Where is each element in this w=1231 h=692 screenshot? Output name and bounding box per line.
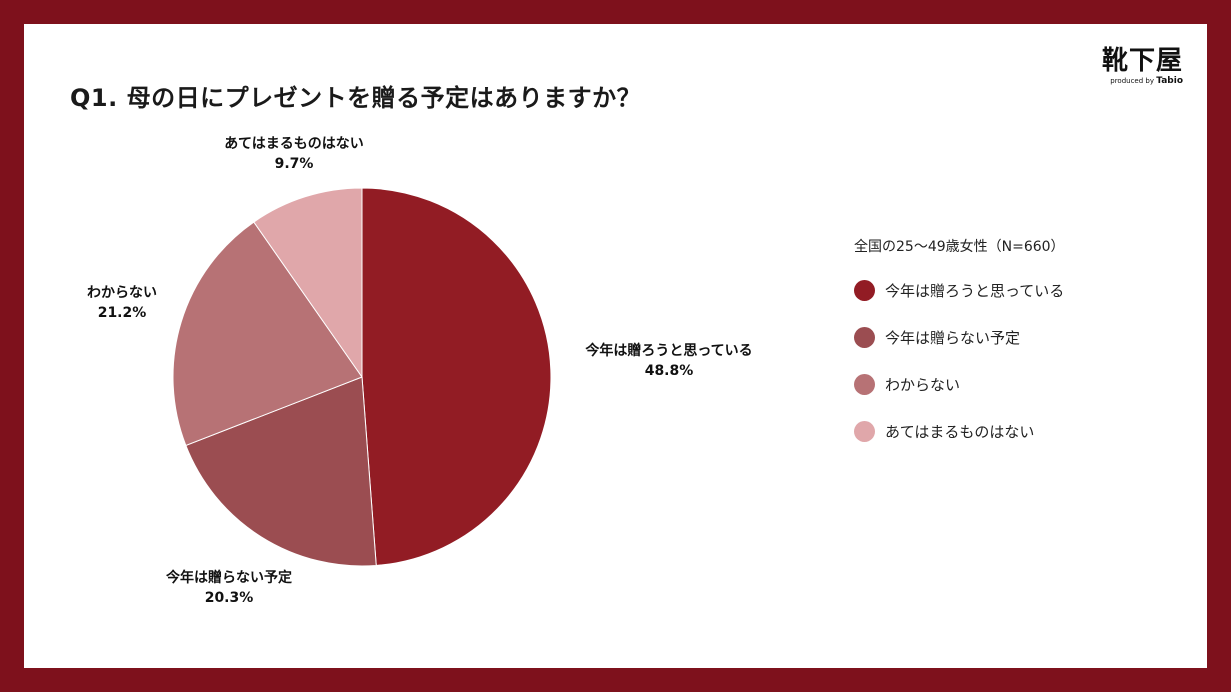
logo-wordmark: 靴下屋 — [1101, 46, 1183, 76]
slice-label-value: 20.3% — [204, 590, 254, 607]
pie-slice — [172, 221, 363, 447]
legend-swatch-icon — [854, 326, 875, 348]
logo-tagline-prefix: produced by — [1110, 77, 1154, 85]
legend-swatch-icon — [854, 373, 875, 395]
slice-label: わからない 21.2% — [87, 283, 157, 324]
slice-label-name: 今年は贈らない予定 — [166, 570, 292, 586]
pie-slice — [361, 187, 552, 566]
legend-item: 今年は贈ろうと思っている — [854, 278, 1065, 302]
chart-title: Q1. 母の日にプレゼントを贈る予定はありますか？ — [70, 84, 642, 112]
legend-label: あてはまるものはない — [885, 422, 1035, 441]
slice-label-value: 21.2% — [97, 305, 147, 322]
chart-panel: Q1. 母の日にプレゼントを贈る予定はありますか？ 靴下屋 produced b… — [24, 24, 1207, 668]
slice-label-value: 9.7% — [274, 156, 314, 173]
slice-label: あてはまるものはない 9.7% — [224, 134, 363, 175]
legend-label: わからない — [885, 375, 961, 394]
legend-title: 全国の25〜49歳女性（N=660） — [854, 239, 1065, 255]
legend-item: あてはまるものはない — [854, 419, 1065, 443]
pie-slice — [185, 376, 377, 567]
slice-label-name: あてはまるものはない — [224, 136, 364, 152]
brand-logo: 靴下屋 produced by Tabio — [1102, 48, 1183, 86]
legend-item: わからない — [854, 372, 1065, 396]
legend-items: 今年は贈ろうと思っている 今年は贈らない予定 わからないあてはまるものはない — [854, 278, 1065, 443]
pie-chart — [172, 187, 552, 567]
legend: 全国の25〜49歳女性（N=660） 今年は贈ろうと思っている 今年は贈らない予定… — [854, 236, 1065, 466]
slice-label: 今年は贈ろうと思っている 48.8% — [585, 341, 752, 382]
pie-slice — [253, 187, 363, 379]
logo-tagline: produced by Tabio — [1102, 76, 1183, 86]
logo-tagline-brand: Tabio — [1156, 76, 1183, 86]
legend-label: 今年は贈らない予定 — [885, 328, 1021, 347]
legend-label: 今年は贈ろうと思っている — [885, 281, 1065, 300]
slice-label-name: 今年は贈ろうと思っている — [585, 343, 753, 359]
slice-label: 今年は贈らない予定 20.3% — [166, 568, 292, 609]
slice-label-value: 48.8% — [644, 363, 694, 380]
slice-label-name: わからない — [87, 285, 157, 301]
legend-swatch-icon — [854, 279, 875, 301]
legend-item: 今年は贈らない予定 — [854, 325, 1065, 349]
legend-swatch-icon — [854, 420, 875, 442]
